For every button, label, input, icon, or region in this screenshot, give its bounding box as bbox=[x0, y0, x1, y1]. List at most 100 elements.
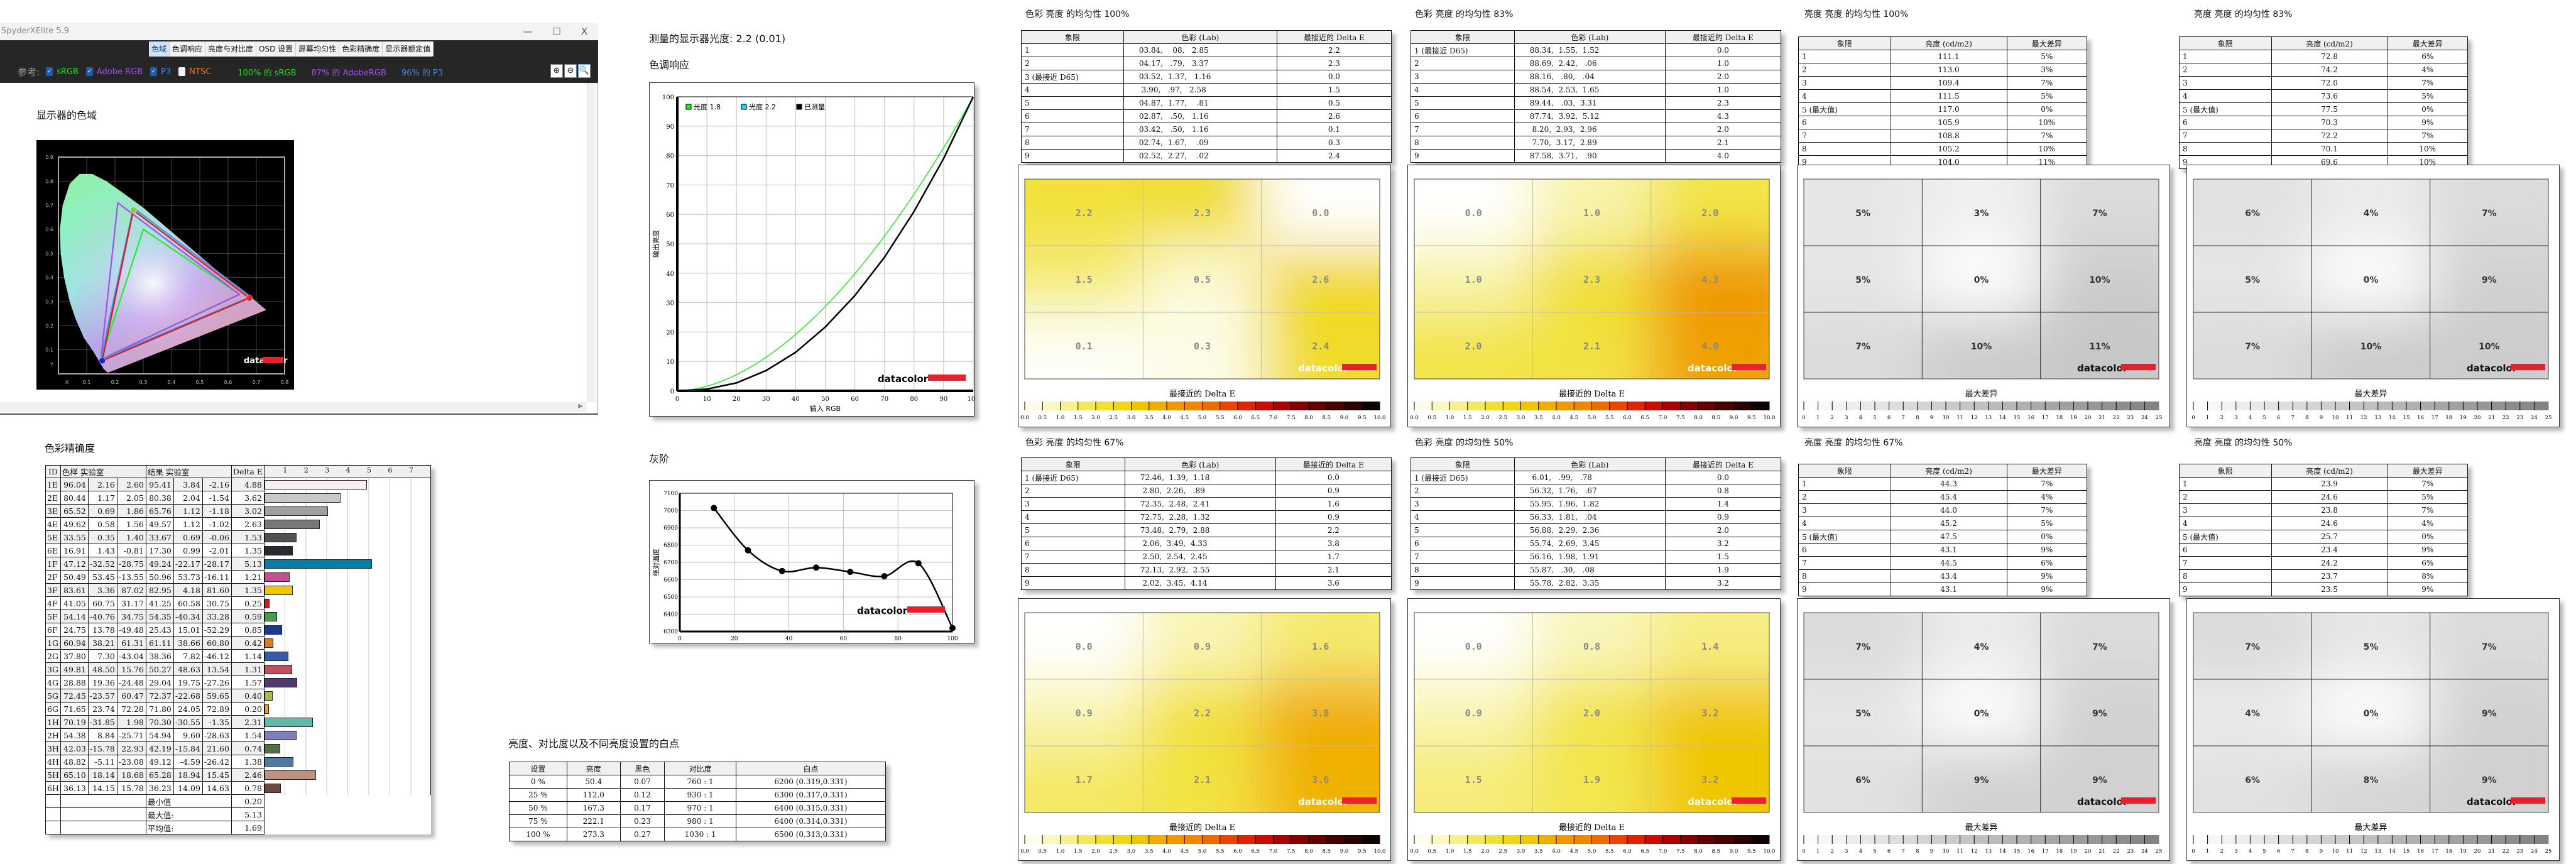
tab-2[interactable]: 亮度与对比度 bbox=[205, 41, 257, 57]
result-lab-value: 3.84 bbox=[173, 478, 203, 491]
header-row: 象限 亮度 (cd/m2) 最大差异 bbox=[1798, 464, 2087, 478]
close-button[interactable]: X bbox=[581, 26, 588, 37]
table-cell: 6 bbox=[1798, 116, 1891, 129]
legend-swatch bbox=[1078, 402, 1096, 410]
sample-lab-value: -15.78 bbox=[87, 741, 117, 755]
map-cell bbox=[1414, 613, 1533, 679]
result-lab-value: 71.80 bbox=[145, 702, 174, 716]
table-cell: 9 bbox=[1411, 576, 1515, 590]
legend-tick-label: 8.0 bbox=[1694, 415, 1703, 421]
reference-label-3[interactable]: NTSC bbox=[189, 67, 212, 77]
tab-6[interactable]: 显示器额定值 bbox=[383, 41, 434, 57]
sample-lab-value: 0.35 bbox=[87, 530, 117, 544]
sample-lab-value: 7.30 bbox=[87, 649, 117, 663]
legend-tick-label: 11 bbox=[1957, 848, 1963, 855]
legend-tick-label: 3 bbox=[1845, 848, 1848, 855]
legend-swatch bbox=[1804, 835, 1819, 844]
table-cell: 4 bbox=[1798, 517, 1891, 530]
tab-3[interactable]: OSD 设置 bbox=[256, 41, 297, 57]
empty-cell bbox=[45, 794, 61, 808]
zoom-fit-button[interactable]: 🔍 bbox=[578, 64, 591, 78]
cct-point bbox=[949, 625, 956, 632]
scroll-right-arrow-icon[interactable]: ▶ bbox=[578, 403, 583, 410]
table-cell: 8 bbox=[1021, 136, 1124, 150]
maximize-button[interactable]: ☐ bbox=[552, 26, 561, 37]
legend-tick-label: 4.5 bbox=[1180, 848, 1189, 855]
brightness-table: 设置 亮度 黑色 对比度 白点 0 % 50.4 0.07 760 : 1 6200 (0.319… bbox=[509, 762, 886, 841]
sample-lab-value: -0.81 bbox=[116, 544, 146, 557]
table-cell: 3.90, .97, 2.58 bbox=[1123, 83, 1277, 97]
reference-label-1[interactable]: Adobe RGB bbox=[96, 67, 143, 77]
horizontal-scrollbar[interactable]: ▶ bbox=[0, 402, 587, 412]
legend-swatch bbox=[2392, 402, 2407, 410]
sample-lab-value: 22.93 bbox=[116, 741, 146, 755]
result-lab-value: 15.45 bbox=[202, 768, 232, 782]
legend-swatch bbox=[1846, 402, 1861, 410]
x-axis-label: 输入 RGB bbox=[800, 643, 831, 644]
table-cell: 44.0 bbox=[1890, 503, 2007, 517]
header-row: 象限 色彩 (Lab) 最接近的 Delta E bbox=[1021, 457, 1392, 471]
vertical-scrollbar[interactable] bbox=[587, 83, 596, 402]
legend-tick-label: 6 bbox=[1887, 848, 1891, 855]
zoom-out-button[interactable]: ⊖ bbox=[564, 64, 577, 78]
legend-swatch bbox=[1362, 835, 1380, 844]
sample-lab-value: 49.81 bbox=[60, 662, 89, 676]
legend-tick-label: 4 bbox=[2249, 848, 2252, 855]
gamut-title: 显示器的色域 bbox=[36, 109, 97, 121]
reference-checkbox-ntsc[interactable] bbox=[178, 67, 186, 76]
delta-e-bar bbox=[264, 545, 293, 555]
legend-swatch bbox=[2463, 835, 2478, 844]
table-cell: 930 : 1 bbox=[664, 788, 736, 802]
delta-e-bar bbox=[264, 532, 297, 542]
legend-title: 最接近的 Delta E bbox=[1169, 823, 1235, 833]
legend-label: 已测量 bbox=[804, 103, 825, 111]
legend-tick-label: 0 bbox=[1802, 848, 1805, 855]
table-cell: 02.52, 2.27, .02 bbox=[1123, 149, 1277, 163]
sample-lab-value: 15.78 bbox=[116, 781, 146, 795]
table-row: 8 55.87, .30, .08 1.9 bbox=[1411, 563, 1782, 577]
y-tick-label: 10 bbox=[666, 359, 674, 366]
table-row: 8 7.70, 3.17, 2.89 2.1 bbox=[1411, 136, 1782, 150]
table-row: 2H 54.38 8.84 -25.71 54.94 9.60 -28.63 1.54 bbox=[45, 728, 431, 742]
legend-swatch bbox=[1326, 402, 1345, 410]
legend-title: 最接近的 Delta E bbox=[1169, 389, 1235, 399]
result-lab-value: 49.12 bbox=[145, 755, 174, 768]
reference-checkbox-srgb[interactable]: ✓ bbox=[46, 67, 53, 76]
legend-tick-label: 0 bbox=[1802, 415, 1805, 421]
sample-lab-value: 65.52 bbox=[60, 504, 89, 518]
legend-tick-label: 18 bbox=[2056, 848, 2063, 855]
table-cell: 0.0 bbox=[1276, 70, 1392, 84]
x-tick-label: 0.6 bbox=[224, 380, 232, 385]
table-cell: 7% bbox=[2387, 129, 2468, 143]
table-row: 1 44.3 7% bbox=[1798, 477, 2087, 491]
grayscale-panel: 0 20 40 60 80 100 6300 6400 6500 6600 6700 6800 6900… bbox=[649, 480, 974, 652]
legend-swatch bbox=[1860, 402, 1875, 410]
map-cell bbox=[1651, 246, 1769, 312]
legend-swatch bbox=[2235, 835, 2251, 844]
zoom-in-button[interactable]: ⊕ bbox=[550, 64, 563, 78]
tab-1[interactable]: 色调响应 bbox=[170, 41, 206, 57]
table-cell: 3.2 bbox=[1664, 537, 1782, 550]
legend-swatch bbox=[1556, 835, 1575, 844]
table-cell: 1.5 bbox=[1664, 550, 1782, 564]
tab-5[interactable]: 色彩精确度 bbox=[339, 41, 383, 57]
minimize-button[interactable]: — bbox=[523, 26, 533, 37]
tab-0[interactable]: 色域 bbox=[149, 41, 170, 57]
reference-checkbox-adobe-rgb[interactable]: ✓ bbox=[85, 67, 93, 76]
legend-swatch bbox=[1503, 835, 1521, 844]
legend-tick-label: 2.0 bbox=[1481, 848, 1490, 855]
legend-swatch bbox=[1680, 835, 1699, 844]
result-lab-value: -27.26 bbox=[202, 675, 232, 689]
map-cell bbox=[2430, 613, 2548, 679]
reference-label-0[interactable]: sRGB bbox=[57, 67, 79, 77]
table-cell: 5 bbox=[1021, 523, 1125, 537]
table-cell: 72.75, 2.28, 1.32 bbox=[1124, 510, 1276, 524]
tab-4[interactable]: 屏幕均匀性 bbox=[296, 41, 340, 57]
legend-swatch bbox=[2506, 402, 2521, 410]
reference-label-2[interactable]: P3 bbox=[161, 67, 172, 77]
legend-tick-label: 2.5 bbox=[1109, 415, 1118, 421]
reference-checkbox-p3[interactable]: ✓ bbox=[150, 67, 158, 76]
result-lab-value: 54.94 bbox=[145, 728, 174, 742]
header-row: 象限 色彩 (Lab) 最接近的 Delta E bbox=[1021, 30, 1392, 44]
delta-e-bar bbox=[264, 519, 320, 529]
